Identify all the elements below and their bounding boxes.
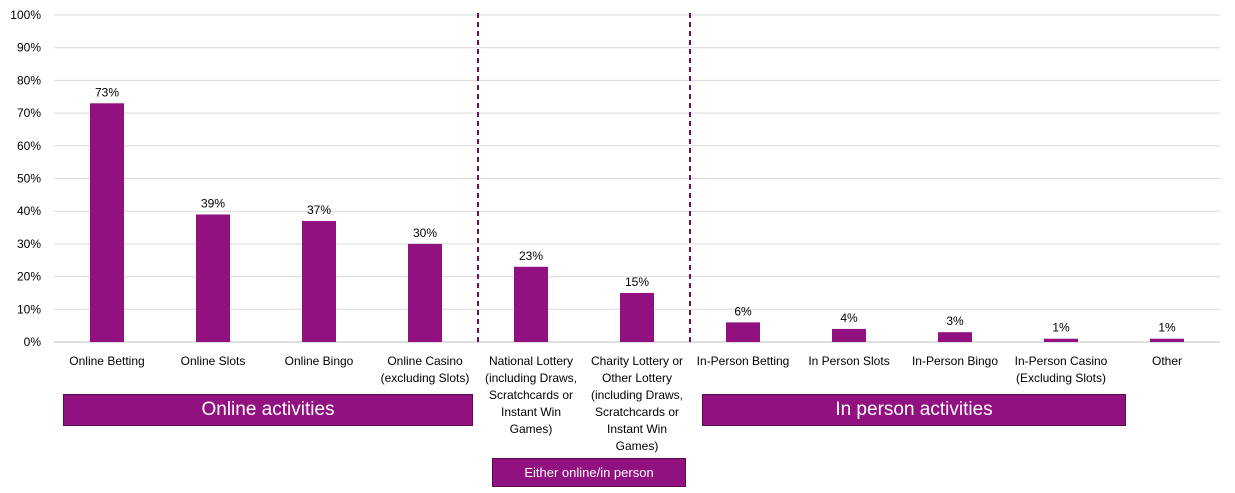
bar [726, 322, 760, 342]
y-tick-label: 50% [17, 172, 41, 186]
y-tick-label: 80% [17, 73, 41, 87]
group-label-either: Either online/in person [492, 458, 686, 487]
y-tick-label: 10% [17, 302, 41, 316]
x-tick-label: Online Bingo [285, 354, 354, 368]
x-tick-label: In Person Slots [808, 354, 889, 368]
y-axis: 0% 10% 20% 30% 40% 50% 60% 70% 80% 90% 100% [10, 8, 41, 349]
y-tick-label: 100% [10, 8, 41, 22]
data-label: 4% [840, 311, 858, 325]
x-tick-label: Online Betting [69, 354, 144, 368]
y-tick-label: 90% [17, 41, 41, 55]
data-label: 23% [519, 249, 543, 263]
x-tick-label: Other [1152, 354, 1182, 368]
group-label-online: Online activities [63, 394, 473, 426]
y-tick-label: 60% [17, 139, 41, 153]
data-labels: 73% 39% 37% 30% 23% 15% 6% 4% 3% 1% 1% [95, 85, 1176, 334]
group-label-in-person: In person activities [702, 394, 1126, 426]
bar [514, 266, 548, 342]
y-tick-label: 40% [17, 204, 41, 218]
bar [408, 243, 442, 342]
data-label: 3% [946, 314, 964, 328]
data-label: 39% [201, 196, 225, 210]
bar [1044, 338, 1078, 342]
x-axis: Online Betting Online Slots Online Bingo On… [69, 354, 1182, 453]
bar [90, 103, 124, 342]
y-tick-label: 20% [17, 270, 41, 284]
data-label: 30% [413, 226, 437, 240]
bar [1150, 338, 1184, 342]
y-tick-label: 70% [17, 106, 41, 120]
x-tick-label: In-Person Bingo [912, 354, 998, 368]
x-tick-label: In-Person Betting [697, 354, 790, 368]
y-tick-label: 30% [17, 237, 41, 251]
bar [620, 292, 654, 342]
data-label: 1% [1052, 321, 1070, 335]
x-tick-label: Online Casino (excluding Slots) [381, 354, 470, 385]
x-tick-label: National Lottery (including Draws, Scratch… [485, 354, 577, 436]
x-tick-label: Online Slots [181, 354, 246, 368]
bars [90, 103, 1184, 342]
data-label: 73% [95, 85, 119, 99]
data-label: 1% [1158, 321, 1176, 335]
x-tick-label: In-Person Casino (Excluding Slots) [1015, 354, 1108, 385]
gridlines [54, 14, 1220, 343]
x-tick-label: Charity Lottery or Other Lottery (includin… [591, 354, 683, 453]
group-dividers [477, 13, 691, 342]
bar [832, 328, 866, 342]
bar [196, 214, 230, 342]
y-tick-label: 0% [24, 335, 42, 349]
data-label: 37% [307, 203, 331, 217]
data-label: 6% [734, 304, 752, 318]
bar [938, 332, 972, 342]
bar [302, 221, 336, 342]
data-label: 15% [625, 275, 649, 289]
